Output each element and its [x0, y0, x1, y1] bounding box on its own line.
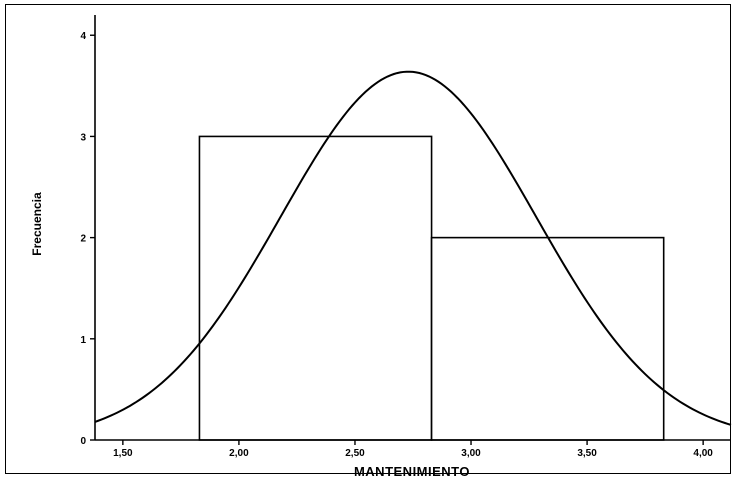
x-axis-ticks: 1,50 2,00 2,50 3,00 3,50 4,00: [113, 440, 713, 459]
histogram-bars: [198, 135, 665, 441]
x-tick-label: 3,50: [577, 448, 597, 459]
x-tick-label: 2,00: [229, 448, 249, 459]
x-axis-title: MANTENIMIENTO: [354, 464, 470, 479]
x-tick-label: 3,00: [461, 448, 481, 459]
y-tick-label: 3: [80, 132, 86, 143]
y-axis-title: Frecuencia: [30, 192, 44, 256]
normal-curve: [94, 70, 732, 426]
y-tick-label: 4: [80, 31, 86, 42]
y-tick-label: 0: [80, 436, 86, 447]
y-tick-label: 2: [80, 234, 86, 245]
x-tick-label: 1,50: [113, 448, 133, 459]
x-tick-label: 2,50: [345, 448, 365, 459]
histogram-bar-2: [430, 236, 665, 441]
x-tick-label: 4,00: [693, 448, 713, 459]
histogram-bar-1: [198, 135, 433, 441]
axes: [94, 15, 731, 441]
chart-frame: [5, 4, 731, 474]
y-axis-ticks: 0 1 2 3 4: [80, 31, 95, 447]
y-tick-label: 1: [80, 335, 86, 346]
